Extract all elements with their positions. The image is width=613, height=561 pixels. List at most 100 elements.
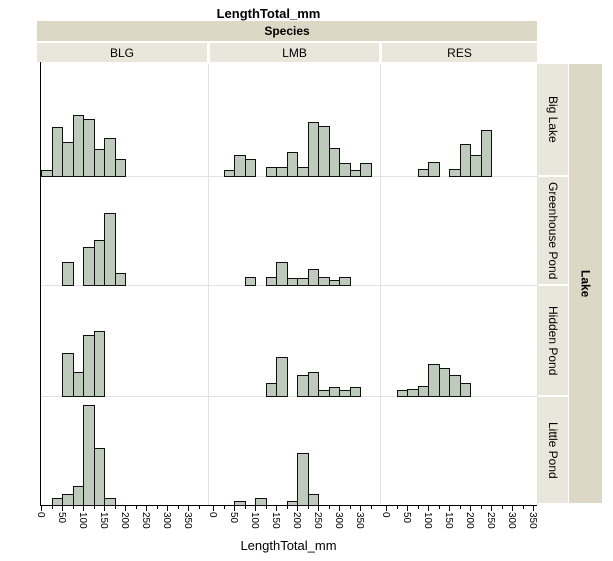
x-axis-tick-label: 150 — [98, 512, 109, 529]
histogram-bar[interactable] — [276, 262, 288, 286]
x-axis-major-tick — [318, 506, 319, 511]
x-axis-tick-label: 350 — [527, 512, 538, 529]
histogram-bar[interactable] — [94, 331, 105, 397]
histogram-bar[interactable] — [308, 372, 319, 397]
histogram-bar[interactable] — [245, 277, 256, 286]
x-axis-minor-tick — [329, 506, 330, 509]
histogram-bar[interactable] — [460, 383, 471, 397]
x-axis-tick-label: 350 — [354, 512, 365, 529]
column-header-blg-label: BLG — [109, 45, 134, 60]
x-axis-tick-label: 200 — [119, 512, 130, 529]
x-axis-major-tick — [512, 506, 513, 511]
x-axis-major-tick — [188, 506, 189, 511]
x-axis-title: LengthTotal_mm — [240, 538, 337, 553]
x-axis-major-tick — [167, 506, 168, 511]
x-axis-minor-tick — [481, 506, 482, 509]
x-axis-minor-tick — [308, 506, 309, 509]
x-axis-tick-label: 100 — [422, 512, 433, 529]
row-header-little-pond-label: Little Pond — [546, 421, 560, 479]
histogram-bar[interactable] — [94, 448, 105, 506]
histogram-bar[interactable] — [62, 262, 74, 286]
histogram-bar[interactable] — [297, 453, 309, 506]
row-gridline-3 — [40, 396, 537, 397]
column-header-blg: BLG — [37, 43, 207, 62]
x-axis-tick-label: 300 — [506, 512, 517, 529]
x-axis-major-tick — [297, 506, 298, 511]
x-axis-tick-label: 150 — [270, 512, 281, 529]
x-axis-major-tick — [407, 506, 408, 511]
row-header-hidden-pond: Hidden Pond — [538, 286, 568, 395]
x-axis-tick-label: 0 — [380, 512, 391, 518]
histogram-bar[interactable] — [329, 148, 340, 177]
histogram-bar[interactable] — [481, 130, 492, 177]
x-axis-major-tick — [533, 506, 534, 511]
chart-title: LengthTotal_mm — [216, 6, 321, 21]
histogram-bar[interactable] — [308, 494, 319, 506]
histogram-bar[interactable] — [234, 501, 246, 506]
histogram-bar[interactable] — [287, 152, 298, 177]
x-axis-minor-tick — [136, 506, 137, 509]
x-axis-major-tick — [491, 506, 492, 511]
x-axis-tick-label: 50 — [56, 512, 67, 524]
x-axis-minor-tick — [52, 506, 53, 509]
x-axis-major-tick — [255, 506, 256, 511]
x-axis-minor-tick — [460, 506, 461, 509]
histogram-bar[interactable] — [104, 138, 116, 177]
x-axis-minor-tick — [287, 506, 288, 509]
histogram-bar[interactable] — [255, 498, 267, 506]
x-axis-minor-tick — [94, 506, 95, 509]
histogram-bar[interactable] — [104, 213, 116, 286]
x-axis-tick-label: 150 — [443, 512, 454, 529]
x-axis-major-tick — [428, 506, 429, 511]
x-axis-tick-label: 200 — [464, 512, 475, 529]
histogram-bar[interactable] — [245, 159, 256, 177]
x-axis-minor-tick — [397, 506, 398, 509]
x-axis-tick-label: 0 — [35, 512, 46, 518]
x-axis-major-tick — [41, 506, 42, 511]
x-axis-tick-label: 200 — [291, 512, 302, 529]
lake-facet-label: Lake — [578, 269, 593, 298]
histogram-bar[interactable] — [83, 119, 95, 177]
x-axis-tick-label: 350 — [182, 512, 193, 529]
histogram-bar[interactable] — [350, 387, 361, 397]
histogram-bar[interactable] — [115, 273, 126, 286]
column-gridline-2 — [380, 64, 381, 505]
x-axis-major-tick — [104, 506, 105, 511]
histogram-bar[interactable] — [276, 357, 288, 397]
x-axis-minor-tick — [266, 506, 267, 509]
row-header-hidden-pond-label: Hidden Pond — [546, 305, 560, 376]
column-header-res-label: RES — [447, 45, 472, 60]
x-axis-minor-tick — [115, 506, 116, 509]
x-axis-major-tick — [146, 506, 147, 511]
x-axis-minor-tick — [439, 506, 440, 509]
x-axis-major-tick — [83, 506, 84, 511]
species-facet-band: Species — [37, 21, 537, 41]
x-axis-major-tick — [125, 506, 126, 511]
x-axis-major-tick — [213, 506, 214, 511]
x-axis-major-tick — [360, 506, 361, 511]
column-header-res: RES — [382, 43, 537, 62]
histogram-bar[interactable] — [115, 159, 126, 177]
column-header-lmb: LMB — [210, 43, 379, 62]
x-axis-minor-tick — [502, 506, 503, 509]
x-axis-minor-tick — [245, 506, 246, 509]
x-axis-minor-tick — [371, 506, 372, 509]
plot-right-border — [537, 64, 538, 505]
x-axis-minor-tick — [73, 506, 74, 509]
x-axis-major-tick — [449, 506, 450, 511]
x-axis-minor-tick — [178, 506, 179, 509]
x-axis-major-tick — [62, 506, 63, 511]
histogram-bar[interactable] — [104, 498, 116, 506]
histogram-bar[interactable] — [428, 162, 440, 177]
x-axis-major-tick — [276, 506, 277, 511]
x-axis-tick-label: 250 — [312, 512, 323, 529]
x-axis-tick-label: 100 — [77, 512, 88, 529]
x-axis-minor-tick — [350, 506, 351, 509]
row-header-greenhouse-pond-label: Greenhouse Pond — [546, 181, 560, 280]
x-axis-major-tick — [386, 506, 387, 511]
histogram-bar[interactable] — [339, 277, 351, 286]
histogram-bar[interactable] — [360, 163, 372, 177]
x-axis-minor-tick — [157, 506, 158, 509]
lake-facet-band: Lake — [569, 64, 602, 503]
